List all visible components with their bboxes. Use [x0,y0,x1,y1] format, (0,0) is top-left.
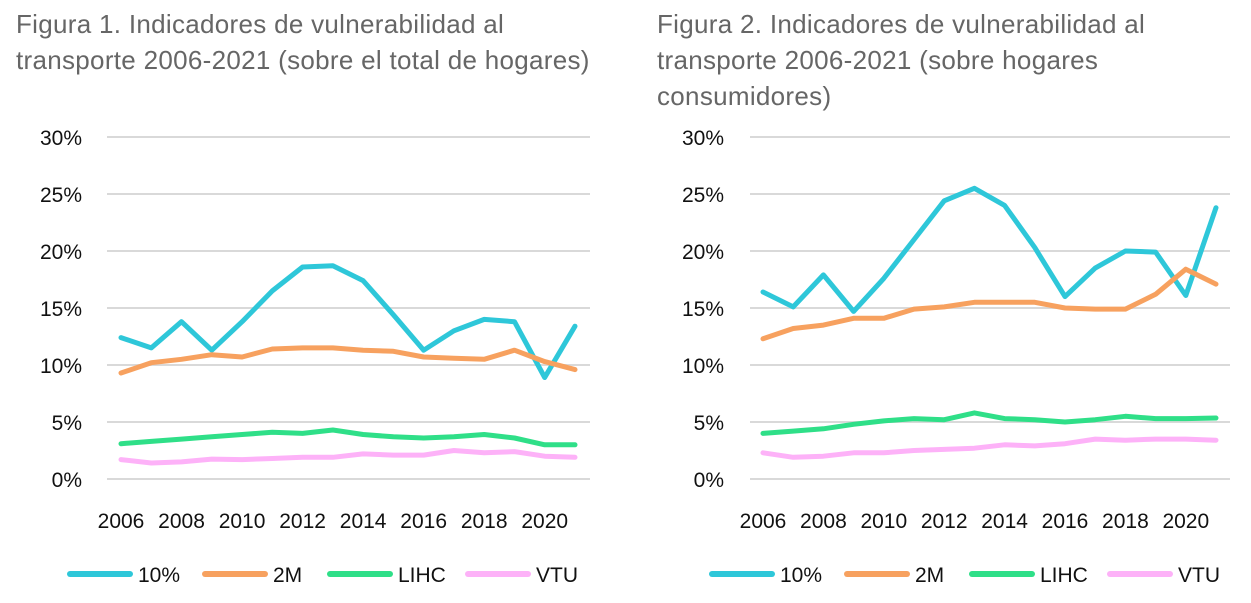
legend-label: 2M [273,564,302,587]
x-tick-label: 2014 [981,510,1028,533]
legend-label: 10% [780,564,822,587]
x-tick-label: 2016 [1042,510,1089,533]
y-tick-label: 30% [40,127,82,150]
legend-label: 2M [915,564,944,587]
x-tick-label: 2012 [921,510,968,533]
x-tick-label: 2010 [219,510,266,533]
series-line-LIHC [118,427,578,448]
y-tick-label: 0% [694,469,724,492]
legend-label: VTU [1178,564,1220,587]
x-tick-label: 2012 [279,510,326,533]
series-line-VTU [118,448,578,466]
x-tick-label: 2018 [461,510,508,533]
series-line-2M [118,345,578,376]
x-tick-label: 2016 [400,510,447,533]
legend-label: LIHC [398,564,446,587]
y-tick-label: 15% [40,298,82,321]
y-tick-label: 25% [682,184,724,207]
chart-2: 0% 5% 10% 15% 20% 25% 30% 2006 2008 2010 2012 2014 2… [682,127,1230,587]
y-tick-label: 20% [40,241,82,264]
series-line-10% [760,185,1219,314]
y-tick-label: 20% [682,241,724,264]
series-line-10% [118,263,578,380]
x-tick-label: 2014 [340,510,387,533]
x-tick-label: 2008 [158,510,205,533]
x-tick-label: 2020 [1162,510,1209,533]
x-tick-label: 2020 [521,510,568,533]
legend-label: VTU [536,564,578,587]
chart-1: 0% 5% 10% 15% 20% 25% 30% 2006 2008 2010 2012 2014 2… [40,127,590,587]
series-line-VTU [760,436,1219,460]
y-tick-label: 30% [682,127,724,150]
x-tick-label: 2006 [740,510,787,533]
series-line-LIHC [760,410,1219,436]
y-tick-label: 10% [40,355,82,378]
x-tick-label: 2008 [800,510,847,533]
x-tick-label: 2006 [98,510,145,533]
legend-label: LIHC [1040,564,1088,587]
legend-label: 10% [138,564,180,587]
y-tick-label: 5% [694,412,724,435]
y-tick-label: 5% [52,412,82,435]
x-tick-label: 2010 [860,510,907,533]
chart-2-title: Figura 2. Indicadores de vulnerabilidad … [657,9,1146,111]
y-tick-label: 15% [682,298,724,321]
x-tick-label: 2018 [1102,510,1149,533]
y-tick-label: 10% [682,355,724,378]
series-line-2M [760,266,1219,342]
chart-1-title: Figura 1. Indicadores de vulnerabilidad … [16,9,590,75]
y-tick-label: 25% [40,184,82,207]
y-tick-label: 0% [52,469,82,492]
